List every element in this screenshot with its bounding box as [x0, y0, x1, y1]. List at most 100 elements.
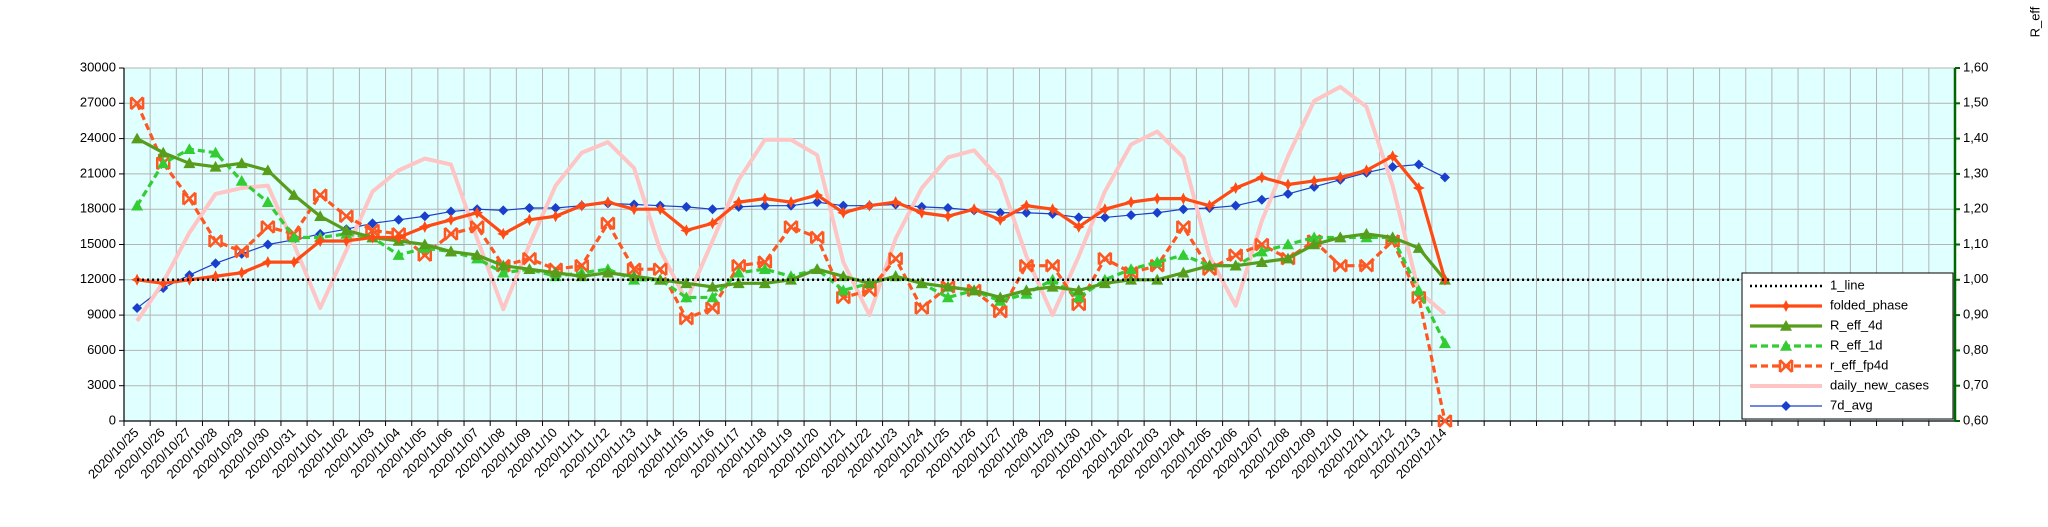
y2-tick-label: 0,90	[1963, 307, 1988, 322]
star-marker	[915, 206, 928, 219]
star-marker	[811, 189, 824, 202]
x-marker	[1228, 248, 1243, 262]
triangle-marker	[497, 266, 510, 278]
star-marker	[1072, 220, 1085, 233]
diamond-marker	[524, 203, 535, 214]
y2-tick-label: 1,20	[1963, 201, 1988, 216]
y2-tick-label: 0,70	[1963, 377, 1988, 392]
x-marker	[208, 234, 223, 248]
triangle-marker	[1360, 227, 1373, 239]
triangle-marker	[1412, 242, 1425, 253]
star-marker	[1438, 273, 1451, 286]
star-marker	[444, 213, 457, 226]
triangle-marker	[1125, 263, 1138, 275]
x-marker	[600, 216, 616, 231]
triangle-marker	[1151, 256, 1164, 267]
legend-marker	[1780, 340, 1792, 351]
star-marker	[366, 231, 379, 244]
x-marker	[129, 96, 145, 111]
star-marker	[1098, 203, 1111, 216]
y2-tick-label: 1,30	[1963, 165, 1988, 180]
x-marker	[1333, 258, 1348, 273]
triangle-marker	[994, 291, 1007, 303]
x-marker	[260, 219, 276, 234]
star-marker	[418, 220, 431, 233]
triangle-marker	[889, 270, 902, 282]
triangle-marker	[1438, 337, 1451, 349]
diamond-marker	[1073, 212, 1084, 223]
y-tick-label: 6000	[87, 342, 116, 357]
y2-tick-label: 0,60	[1963, 412, 1988, 427]
star-marker	[497, 227, 510, 240]
legend-label: 7d_avg	[1830, 397, 1873, 412]
star-marker	[288, 256, 301, 269]
triangle-marker	[1072, 284, 1085, 296]
diamond-marker	[812, 197, 823, 208]
star-marker	[340, 234, 353, 247]
star-marker	[1177, 192, 1190, 205]
star-marker	[1020, 199, 1033, 212]
triangle-marker	[1308, 238, 1321, 250]
triangle-marker	[654, 273, 667, 285]
x-marker	[1071, 297, 1086, 312]
x-marker	[705, 301, 720, 315]
x-marker	[836, 290, 851, 305]
star-marker	[1255, 171, 1268, 184]
triangle-marker	[706, 291, 719, 303]
triangle-marker	[1308, 231, 1321, 243]
star-marker	[1203, 199, 1216, 212]
diamond-marker	[1126, 210, 1137, 221]
triangle-marker	[628, 270, 641, 282]
x-marker	[234, 244, 249, 259]
y2-tick-label: 0,80	[1963, 342, 1988, 357]
triangle-marker	[1046, 280, 1059, 292]
diamond-marker	[1178, 204, 1189, 215]
y-tick-label: 12000	[80, 271, 116, 286]
triangle-marker	[1281, 238, 1294, 250]
triangle-marker	[680, 277, 693, 289]
triangle-marker	[471, 249, 484, 260]
triangle-marker	[288, 189, 301, 200]
legend-label: 1_line	[1830, 277, 1865, 292]
diamond-marker	[838, 200, 849, 211]
diamond-marker	[681, 201, 692, 212]
star-marker	[549, 210, 562, 223]
legend-marker	[1780, 320, 1792, 331]
y2-tick-label: 1,50	[1963, 95, 1988, 110]
triangle-marker	[837, 284, 850, 296]
x-marker	[914, 301, 930, 315]
x-marker	[1411, 290, 1427, 305]
star-marker	[968, 203, 981, 216]
triangle-marker	[1229, 259, 1242, 271]
star-marker	[680, 224, 693, 237]
triangle-marker	[209, 160, 222, 172]
y-tick-label: 0	[109, 412, 116, 427]
triangle-marker	[941, 291, 954, 303]
star-marker	[941, 210, 954, 223]
x-marker	[1437, 414, 1453, 428]
triangle-marker	[314, 210, 327, 222]
star-marker	[523, 213, 536, 226]
diamond-marker	[393, 214, 404, 225]
triangle-marker	[732, 277, 745, 289]
x-marker	[1045, 258, 1060, 273]
diamond-marker	[498, 205, 509, 216]
triangle-marker	[392, 249, 405, 260]
triangle-marker	[209, 146, 222, 158]
x-marker	[888, 251, 903, 266]
x-marker	[417, 248, 433, 262]
x-marker	[862, 283, 877, 298]
x-marker	[679, 311, 694, 326]
diamond-marker	[1282, 188, 1293, 199]
triangle-marker	[261, 164, 274, 176]
triangle-marker	[131, 132, 144, 144]
diamond-marker	[1387, 161, 1398, 172]
diamond-marker	[1152, 207, 1163, 218]
legend-label: R_eff_1d	[1830, 337, 1883, 352]
star-marker	[235, 266, 248, 279]
triangle-marker	[183, 143, 196, 154]
diamond-marker	[210, 258, 221, 269]
diamond-marker	[942, 203, 953, 214]
x-marker	[443, 227, 459, 241]
y2-axis-title: R_eff	[2027, 6, 2042, 37]
